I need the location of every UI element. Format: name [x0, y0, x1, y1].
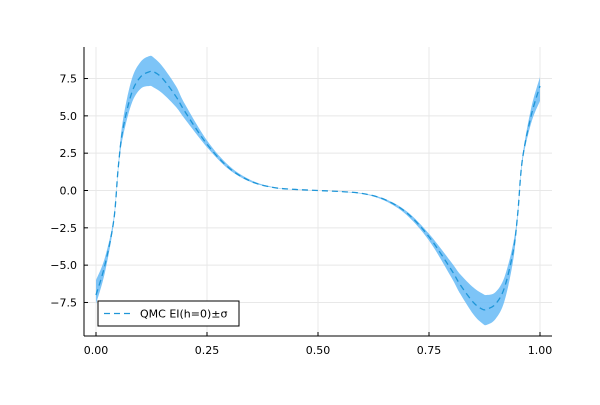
series-lines [95, 70, 541, 311]
y-tick-label: 0.0 [60, 185, 78, 198]
legend: QMC EI(h=0)±σ [97, 300, 240, 327]
sigma-band-area [96, 55, 540, 326]
x-tick-label: 0.00 [84, 344, 109, 357]
x-tick-label: 1.00 [528, 344, 553, 357]
legend-box [97, 300, 240, 327]
y-tick-label: 2.5 [60, 147, 78, 160]
legend-label: QMC EI(h=0)±σ [140, 308, 228, 321]
y-tick-label: 7.5 [60, 73, 78, 86]
y-tick-label: −5.0 [50, 259, 77, 272]
sigma-band [96, 55, 540, 326]
x-tick-label: 0.50 [306, 344, 331, 357]
x-tick-label: 0.75 [417, 344, 442, 357]
y-tick-label: −2.5 [50, 222, 77, 235]
y-tick-label: 5.0 [60, 110, 78, 123]
mean-line [95, 70, 541, 311]
axes [83, 47, 552, 337]
grid [84, 47, 552, 336]
tick-labels: 0.00 0.25 0.50 0.75 1.00 −7.5 −5.0 −2.5 0.0 2.5 5.… [50, 73, 552, 357]
x-tick-label: 0.25 [195, 344, 220, 357]
y-tick-label: −7.5 [50, 296, 77, 309]
